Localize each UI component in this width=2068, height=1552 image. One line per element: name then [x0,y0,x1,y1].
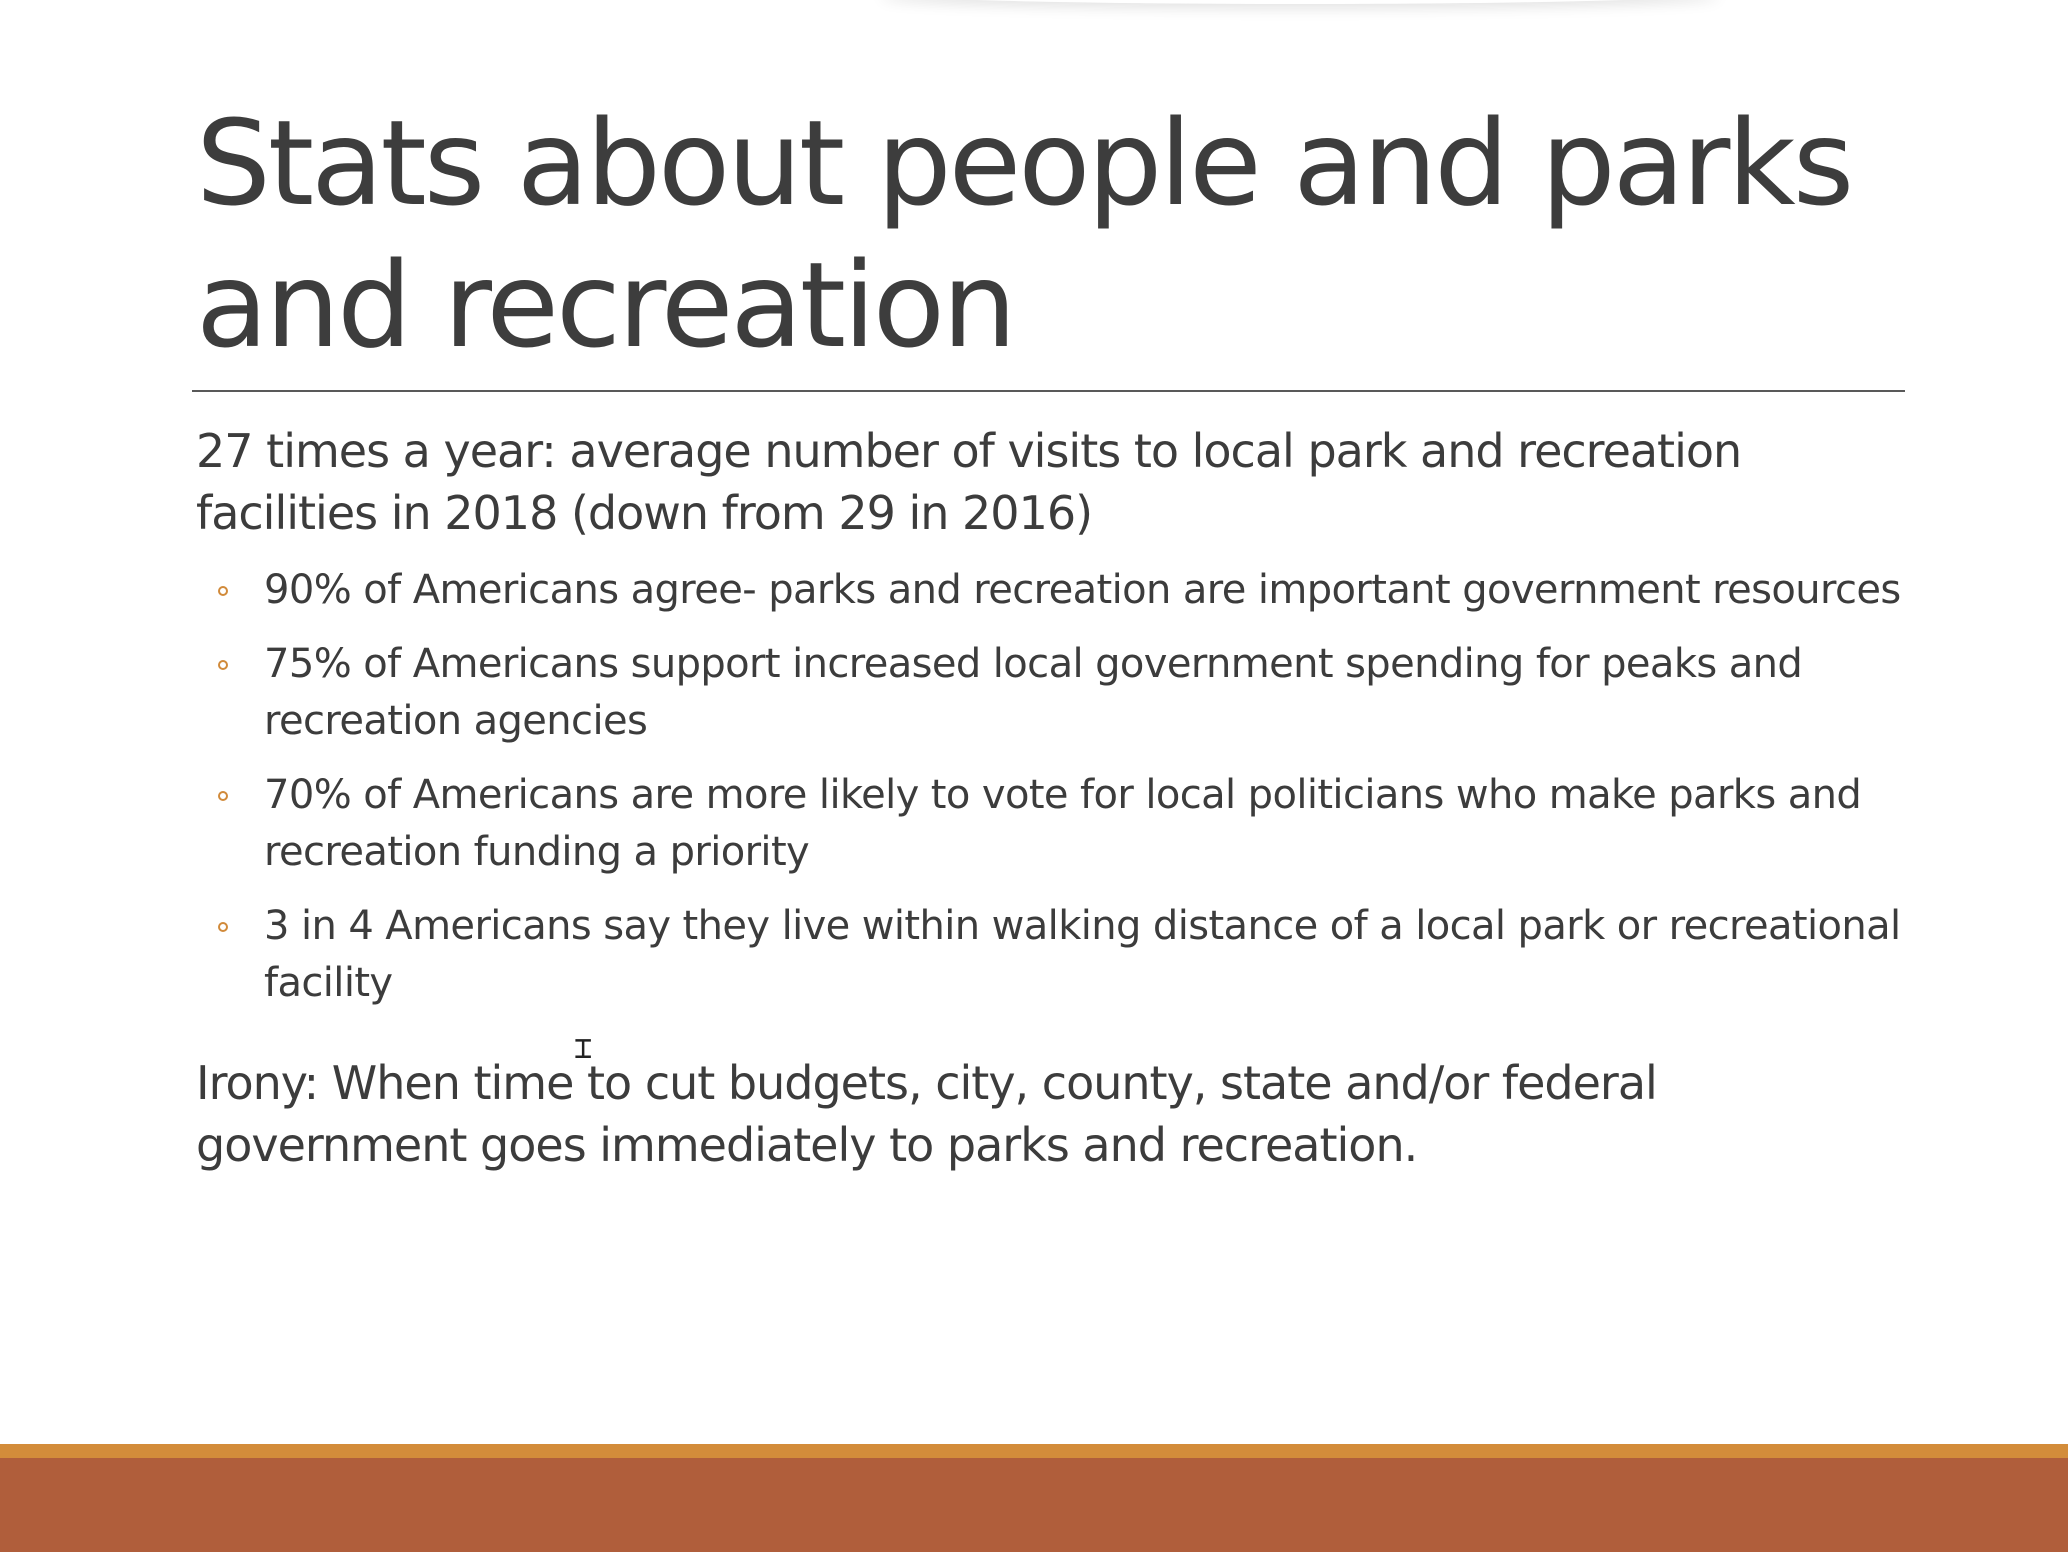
bullet-circle-icon [218,660,228,670]
closing-text: Irony: When time to cut budgets, city, c… [196,1056,1658,1172]
bullet-item: 70% of Americans are more likely to vote… [218,767,1916,881]
slide-title-line-2: and recreation [196,236,1017,374]
bullet-item: 75% of Americans support increased local… [218,636,1916,750]
bullet-list: 90% of Americans agree- parks and recrea… [196,562,1916,1012]
bullet-text: 75% of Americans support increased local… [264,641,1803,744]
title-divider [192,390,1905,392]
slide-title-line-1: Stats about people and parks [196,94,1854,232]
window-edge-shadow [880,0,1720,4]
bullet-text: 70% of Americans are more likely to vote… [264,772,1862,875]
bullet-text: 3 in 4 Americans say they live within wa… [264,903,1901,1006]
bullet-item: 3 in 4 Americans say they live within wa… [218,898,1916,1012]
text-cursor-icon: ⌶ [574,1031,593,1066]
bullet-text: 90% of Americans agree- parks and recrea… [264,567,1901,613]
slide-title[interactable]: Stats about people and parks and recreat… [196,92,1916,376]
bullet-circle-icon [218,586,228,596]
bullet-circle-icon [218,791,228,801]
intro-text: 27 times a year: average number of visit… [196,424,1742,540]
slide-body[interactable]: 27 times a year: average number of visit… [196,420,1916,1176]
bullet-circle-icon [218,922,228,932]
footer-band [0,1458,2068,1552]
footer-accent-band [0,1444,2068,1458]
bullet-item: 90% of Americans agree- parks and recrea… [218,562,1916,619]
